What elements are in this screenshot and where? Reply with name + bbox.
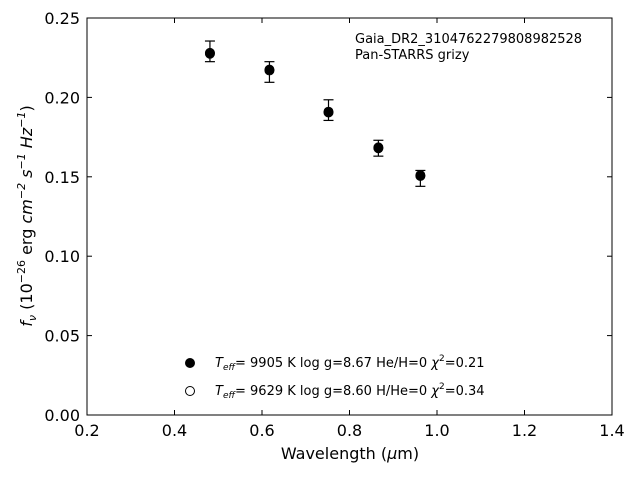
x-axis-title: Wavelength (μm) <box>281 444 419 463</box>
y-tick-label-4: 0.20 <box>44 88 80 107</box>
annotation-survey: Pan-STARRS grizy <box>355 48 470 63</box>
y-tick-label-1: 0.05 <box>44 327 80 346</box>
open-marker-2 <box>323 106 334 117</box>
x-axis-ticks: 0.2 0.4 0.6 0.8 1.0 1.2 1.4 <box>74 18 625 440</box>
open-marker-4 <box>415 170 426 181</box>
x-tick-label-5: 1.2 <box>512 421 537 440</box>
y-axis-ticks: 0.00 0.05 0.10 0.15 0.20 0.25 <box>44 9 612 425</box>
y-axis-title: fν (10−26 erg cm−2 s−1 Hz−1) <box>15 105 39 326</box>
y-tick-label-3: 0.15 <box>44 168 80 187</box>
legend: Teff= 9905 K log g=8.67 He/H=0 χ2=0.21 T… <box>185 354 485 401</box>
open-marker-0 <box>204 47 215 58</box>
x-tick-label-6: 1.4 <box>599 421 624 440</box>
x-tick-label-3: 0.8 <box>337 421 362 440</box>
legend-entry-1: Teff= 9905 K log g=8.67 He/H=0 χ2=0.21 <box>215 354 485 373</box>
annotation-source-id: Gaia_DR2_3104762279808982528 <box>355 32 582 47</box>
legend-entry-2: Teff= 9629 K log g=8.60 H/He=0 χ2=0.34 <box>215 382 485 401</box>
x-tick-label-2: 0.6 <box>249 421 274 440</box>
open-marker-1 <box>264 65 275 76</box>
y-tick-label-5: 0.25 <box>44 9 80 28</box>
x-tick-label-1: 0.4 <box>162 421 187 440</box>
legend-marker-filled <box>185 358 195 368</box>
model-markers <box>204 47 426 182</box>
y-tick-label-2: 0.10 <box>44 247 80 266</box>
y-tick-label-0: 0.00 <box>44 406 80 425</box>
x-tick-label-4: 1.0 <box>424 421 449 440</box>
legend-marker-open <box>185 386 195 396</box>
x-tick-label-0: 0.2 <box>74 421 99 440</box>
open-marker-3 <box>373 142 384 153</box>
